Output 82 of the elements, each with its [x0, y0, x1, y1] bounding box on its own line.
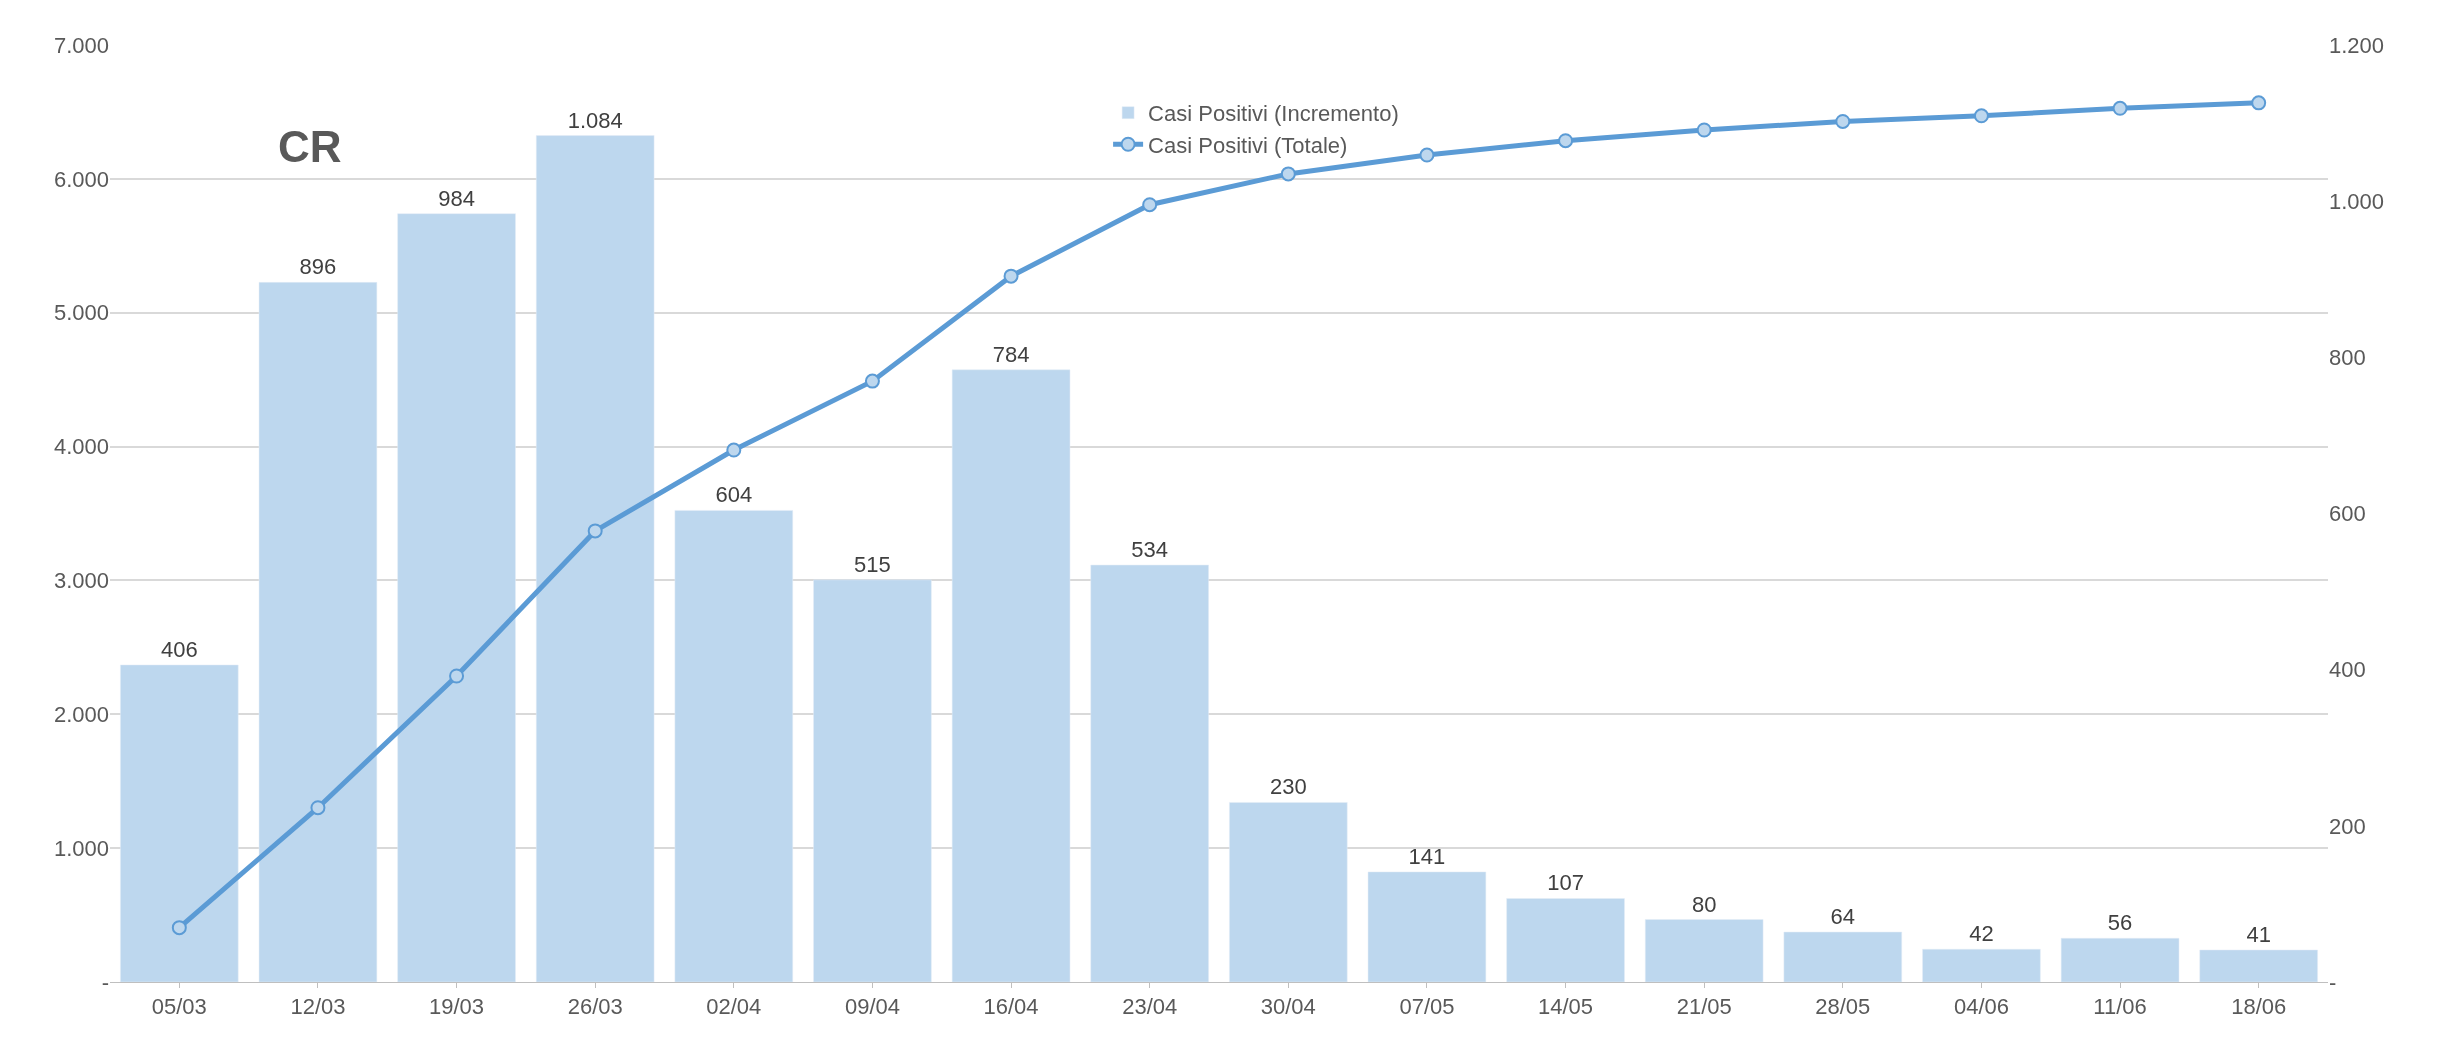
data-label: 534	[1131, 537, 1169, 563]
x-tick-label: 09/04	[844, 994, 900, 1020]
y2-tick-label: 1.200	[2329, 32, 2385, 58]
data-label: 896	[299, 254, 337, 280]
text: CR	[278, 122, 342, 171]
bar	[951, 369, 1071, 982]
data-label: 984	[438, 185, 475, 211]
point	[726, 442, 742, 458]
x-tick-label: 28/05	[1815, 994, 1871, 1020]
legend-label: Casi Positivi (Totale)	[1148, 132, 1348, 158]
bar	[397, 213, 516, 982]
point	[1280, 166, 1296, 182]
y2-tick-label: 400	[2329, 657, 2366, 683]
bar	[536, 135, 655, 982]
data-label: 56	[2107, 910, 2133, 936]
bar	[1090, 564, 1209, 982]
data-label: 406	[160, 636, 198, 662]
y2-tick-label: 1.000	[2329, 188, 2385, 214]
data-label: 64	[1830, 904, 1856, 930]
x-tick-label: 18/06	[2231, 994, 2287, 1020]
y2-tick-label: 200	[2329, 813, 2366, 839]
x-tick-label: 26/03	[567, 994, 623, 1020]
y2-tick-label: 600	[2329, 501, 2366, 527]
data-label: 1.084	[567, 107, 623, 133]
x-tick-label: 23/04	[1122, 994, 1178, 1020]
bar	[258, 282, 378, 982]
point	[1558, 133, 1574, 149]
x-tick-label: 12/03	[290, 994, 346, 1020]
x-tick-label: 19/03	[429, 994, 485, 1020]
point	[1419, 147, 1435, 163]
data-label: 141	[1408, 843, 1446, 869]
point	[864, 373, 880, 389]
y-tick-label: 5.000	[53, 300, 109, 326]
point	[587, 523, 603, 539]
point	[449, 668, 465, 684]
y-tick-label: -	[101, 969, 109, 995]
point	[1142, 197, 1158, 213]
x-tick-label: 04/06	[1953, 994, 2009, 1020]
y2-tick-label: -	[2329, 969, 2337, 995]
bar	[1783, 931, 1902, 982]
x-tick-label: 30/04	[1260, 994, 1316, 1020]
point	[1696, 122, 1712, 138]
bar	[1922, 948, 2041, 982]
bar	[2199, 949, 2318, 982]
point	[1835, 113, 1851, 129]
bar	[1229, 802, 1348, 982]
x-tick-label: 16/04	[983, 994, 1039, 1020]
data-label: 41	[2246, 921, 2271, 947]
bar	[2060, 938, 2180, 982]
bar	[674, 510, 793, 982]
y-tick-label: 4.000	[53, 434, 109, 460]
bar	[1367, 871, 1487, 982]
data-label: 80	[1691, 891, 1717, 917]
point	[310, 800, 326, 816]
bar	[813, 579, 932, 982]
point	[1003, 268, 1019, 284]
data-label: 784	[992, 341, 1030, 367]
y-tick-label: 3.000	[53, 568, 109, 594]
point	[2112, 100, 2128, 116]
x-tick-label: 05/03	[151, 994, 207, 1020]
x-tick-label: 11/06	[2093, 994, 2147, 1020]
point	[1973, 108, 1989, 124]
data-label: 42	[1969, 921, 1994, 947]
bar	[1645, 919, 1764, 982]
point	[2251, 95, 2267, 111]
y-tick-label: 7.000	[53, 32, 109, 58]
x-tick-label: 14/05	[1538, 994, 1594, 1020]
legend-label: Casi Positivi (Incremento)	[1148, 101, 1399, 127]
bar	[120, 664, 239, 982]
x-tick-label: 07/05	[1399, 994, 1455, 1020]
y-tick-label: 1.000	[53, 835, 109, 861]
bar	[1506, 898, 1625, 982]
x-tick-label: 21/05	[1676, 994, 1732, 1020]
data-label: 604	[715, 482, 753, 508]
point	[171, 920, 187, 936]
data-label: 515	[854, 551, 891, 577]
y2-tick-label: 800	[2329, 345, 2366, 371]
y-tick-label: 2.000	[53, 701, 109, 727]
y-tick-label: 6.000	[53, 166, 109, 192]
x-tick-label: 02/04	[706, 994, 762, 1020]
data-label: 107	[1547, 870, 1584, 896]
data-label: 230	[1269, 774, 1307, 800]
